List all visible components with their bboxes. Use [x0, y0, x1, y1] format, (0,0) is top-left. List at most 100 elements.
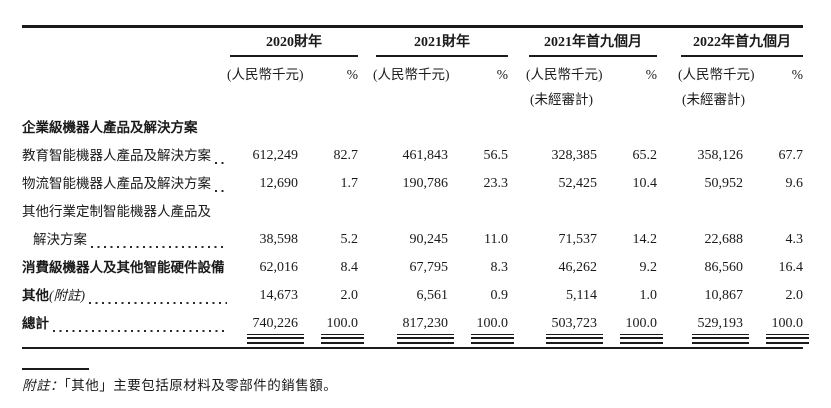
cell-group-2021-9m: 52,425 10.4	[529, 170, 658, 198]
cell-group-fy2021: 6,561 0.9	[376, 282, 509, 310]
cell-group-fy2020: 612,249 82.7	[230, 142, 359, 170]
percent-value: 5.2	[340, 232, 359, 247]
amount-value: 86,560	[704, 260, 744, 275]
total-amount-text: 529,193	[697, 316, 744, 331]
amount-value: 358,126	[697, 148, 744, 163]
column-header-fy2021: 2021財年	[376, 33, 508, 57]
row-label: 消費級機器人及其他智能硬件設備	[22, 260, 225, 275]
amount-value: 612,249	[252, 148, 299, 163]
amount-value: 46,262	[558, 260, 598, 275]
total-amount: 740,226	[230, 310, 308, 344]
total-amount-text: 740,226	[252, 316, 299, 331]
amount-value: 90,245	[409, 232, 449, 247]
label-column-spacer	[22, 33, 230, 57]
row-label-cell: 教育智能機器人產品及解決方案	[22, 142, 230, 170]
unit-header-row: (人民幣千元) % (人民幣千元) % (人民幣千元) % (人民幣千元) %	[22, 66, 803, 84]
amount-value: 190,786	[402, 176, 449, 191]
table-row-custom-robots-line2: 解決方案 38,598 5.2 90,245 11.0 71,537 14.2 …	[22, 226, 803, 254]
percent-value: 10.4	[632, 176, 658, 191]
amount-value: 62,016	[259, 260, 299, 275]
percent-value: 2.0	[340, 288, 359, 303]
cell-group-fy2021: 90,245 11.0	[376, 226, 509, 254]
column-header-fy2020: 2020財年	[230, 33, 358, 57]
cell-group-fy2021: 190,786 23.3	[376, 170, 509, 198]
row-label: 物流智能機器人產品及解決方案	[22, 176, 211, 191]
total-percent: 100.0	[607, 310, 663, 344]
row-label: 教育智能機器人產品及解決方案	[22, 148, 211, 163]
percent-header: %	[791, 67, 803, 82]
cell-group-2021-9m: 46,262 9.2	[529, 254, 658, 282]
unit-header-2021-9m: (人民幣千元) %	[526, 66, 657, 84]
row-label: 其他行業定制智能機器人產品及	[22, 204, 211, 219]
cell-group-fy2020: 12,690 1.7	[230, 170, 359, 198]
unaudited-note-2021-9m: (未經審計)	[529, 91, 657, 109]
total-percent-text: 100.0	[326, 316, 359, 331]
dot-leader	[91, 246, 227, 248]
percent-header: %	[346, 67, 358, 82]
cell-group-2021-9m: 503,723 100.0	[529, 310, 663, 344]
total-percent: 100.0	[458, 310, 514, 344]
percent-value: 2.0	[785, 288, 804, 303]
cell-group-2022-9m: 86,560 16.4	[681, 254, 804, 282]
cell-group-fy2021: 461,843 56.5	[376, 142, 509, 170]
amount-value: 67,795	[409, 260, 449, 275]
percent-value: 82.7	[333, 148, 359, 163]
percent-value: 1.0	[639, 288, 658, 303]
footnote-text: 附註：「其他」主要包括原材料及零部件的銷售額。	[22, 377, 803, 395]
year-header-row: 2020財年 2021財年 2021年首九個月 2022年首九個月	[22, 33, 803, 57]
amount-value: 52,425	[558, 176, 598, 191]
total-percent-text: 100.0	[771, 316, 804, 331]
row-label-cell: 其他行業定制智能機器人產品及	[22, 198, 230, 226]
amount-value: 22,688	[704, 232, 744, 247]
total-label: 總計	[22, 316, 49, 331]
cell-group-2022-9m: 529,193 100.0	[681, 310, 809, 344]
dot-leader	[89, 302, 227, 304]
cell-group-fy2020: 740,226 100.0	[230, 310, 364, 344]
unit-header-2022-9m: (人民幣千元) %	[678, 66, 803, 84]
amount-value: 6,561	[416, 288, 449, 303]
currency-unit-label: (人民幣千元)	[526, 67, 603, 82]
unaudited-label: (未經審計)	[530, 92, 593, 107]
amount-value: 328,385	[551, 148, 598, 163]
total-amount-text: 817,230	[402, 316, 449, 331]
row-label: 其他	[22, 288, 49, 303]
total-amount: 503,723	[529, 310, 607, 344]
column-header-2022-9m: 2022年首九個月	[681, 33, 803, 57]
unit-header-fy2021: (人民幣千元) %	[373, 66, 508, 84]
dot-leader	[53, 330, 227, 332]
amount-value: 461,843	[402, 148, 449, 163]
total-amount: 529,193	[681, 310, 753, 344]
percent-value: 4.3	[785, 232, 804, 247]
column-header-2021-9m: 2021年首九個月	[529, 33, 657, 57]
label-column-spacer	[22, 66, 230, 84]
percent-value: 8.3	[490, 260, 509, 275]
amount-value: 50,952	[704, 176, 744, 191]
row-label-cell: 總計	[22, 310, 230, 338]
table-bottom-rule	[22, 347, 803, 349]
table-row-consumer-robots: 消費級機器人及其他智能硬件設備 62,016 8.4 67,795 8.3 46…	[22, 254, 803, 282]
total-percent-text: 100.0	[476, 316, 509, 331]
unaudited-label: (未經審計)	[682, 92, 745, 107]
percent-value: 11.0	[484, 232, 508, 247]
currency-unit-label: (人民幣千元)	[678, 67, 755, 82]
percent-value: 67.7	[778, 148, 804, 163]
percent-value: 9.6	[785, 176, 804, 191]
total-percent: 100.0	[308, 310, 364, 344]
footnote-body: 「其他」主要包括原材料及零部件的銷售額。	[64, 378, 338, 393]
percent-value: 65.2	[632, 148, 658, 163]
total-percent: 100.0	[753, 310, 809, 344]
unaudited-note-row: (未經審計) (未經審計)	[22, 91, 803, 109]
footnote-divider-rule	[22, 368, 89, 370]
total-amount: 817,230	[376, 310, 458, 344]
row-label-note: (附註)	[49, 288, 85, 303]
percent-value: 8.4	[340, 260, 359, 275]
percent-header: %	[496, 67, 508, 82]
cell-group-2022-9m: 358,126 67.7	[681, 142, 804, 170]
table-row-custom-robots-line1: 其他行業定制智能機器人產品及	[22, 198, 803, 226]
note-spacer	[376, 91, 508, 109]
percent-value: 9.2	[639, 260, 658, 275]
cell-group-fy2020: 14,673 2.0	[230, 282, 359, 310]
unaudited-note-2022-9m: (未經審計)	[681, 91, 803, 109]
row-label-cell: 其他 (附註)	[22, 282, 230, 310]
